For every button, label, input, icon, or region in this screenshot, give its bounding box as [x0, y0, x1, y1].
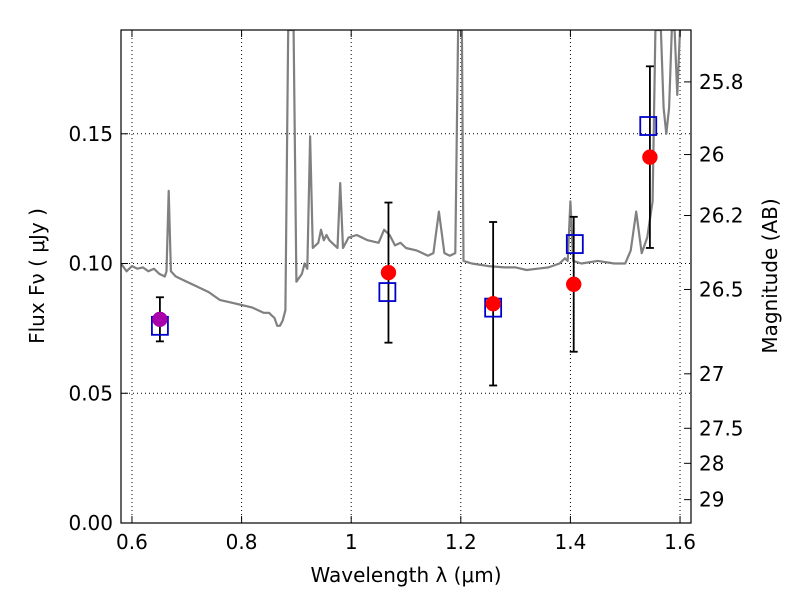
y-axis-left: 0.00 0.05 0.10 0.15 — [68, 122, 128, 535]
y-tick-label: 0.00 — [68, 511, 113, 535]
observed-flux-point — [152, 311, 168, 328]
plot-frame — [120, 29, 692, 524]
model-band-square — [378, 282, 397, 302]
model-band-square — [565, 234, 584, 254]
y-right-tick-label: 26.2 — [699, 204, 744, 228]
model-band-square — [639, 116, 658, 136]
x-axis-label: Wavelength λ (μm) — [310, 563, 501, 587]
y-right-tick-label: 27.5 — [699, 416, 744, 440]
y-right-tick-label: 29 — [699, 488, 724, 512]
x-tick-label: 1.2 — [445, 530, 477, 554]
x-tick-label: 1.4 — [555, 530, 587, 554]
y-tick-label: 0.15 — [68, 122, 113, 146]
x-tick-label: 0.6 — [116, 530, 148, 554]
x-axis: 0.6 0.8 1 1.2 1.4 1.6 — [116, 30, 696, 554]
y-right-tick-label: 27 — [699, 362, 724, 386]
y-axis-label: Flux Fν ( μJy ) — [25, 208, 49, 344]
y-right-tick-label: 26.5 — [699, 277, 744, 301]
observed-flux-point — [485, 295, 501, 312]
observed-flux-point — [642, 149, 658, 165]
x-tick-label: 1.6 — [664, 530, 696, 554]
spectrum-line — [121, 30, 682, 327]
x-tick-label: 1 — [345, 530, 358, 554]
grid-lines — [121, 30, 691, 523]
x-tick-label: 0.8 — [226, 530, 258, 554]
y-right-tick-label: 25.8 — [699, 70, 744, 94]
plot-area — [121, 30, 682, 387]
y-tick-label: 0.10 — [68, 252, 113, 276]
y-right-tick-label: 26 — [699, 143, 724, 167]
observed-flux-point — [565, 276, 582, 293]
y-axis-right-label: Magnitude (AB) — [758, 198, 782, 353]
observed-flux-point — [380, 264, 397, 281]
y-tick-label: 0.05 — [68, 381, 113, 405]
y-right-tick-label: 28 — [699, 451, 724, 475]
y-axis-right: 25.8 26 26.2 26.5 27 27.5 28 29 — [684, 70, 744, 512]
